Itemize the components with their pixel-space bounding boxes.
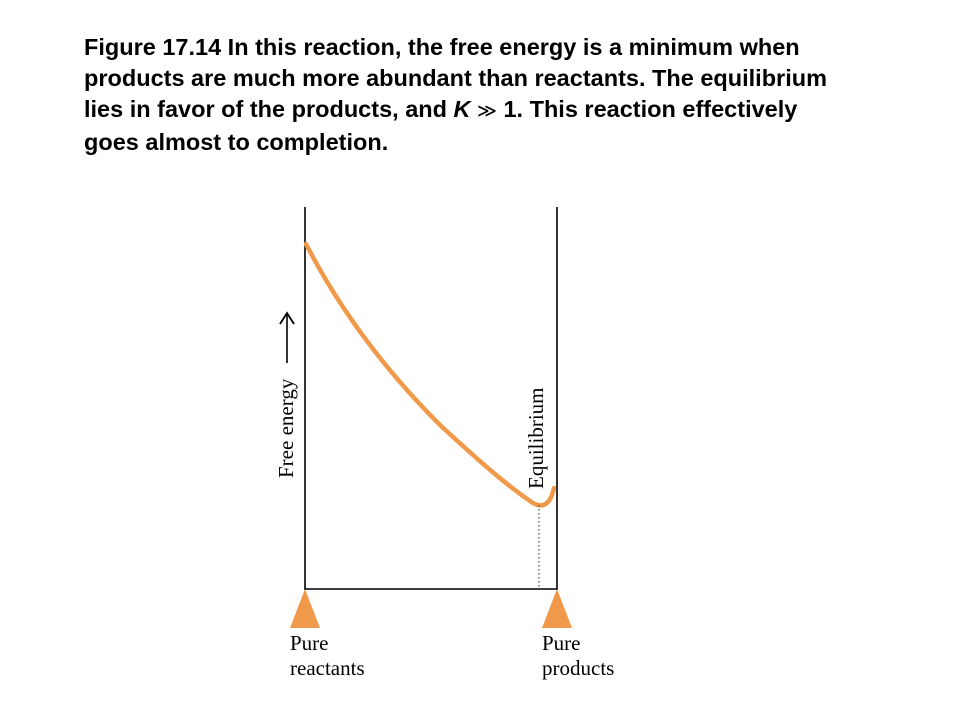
pure-products-marker-icon — [542, 589, 572, 628]
caption-k-symbol: K — [453, 96, 471, 122]
up-arrow-icon — [279, 311, 295, 363]
y-axis-label: Free energy — [274, 378, 298, 478]
pure-products-label-line2: products — [542, 656, 614, 680]
figure-caption: Figure 17.14 In this reaction, the free … — [84, 32, 844, 158]
pure-products-label-line1: Pure — [542, 631, 581, 655]
caption-much-greater-symbol: ≫ — [477, 100, 497, 122]
caption-text-1: Figure 17.14 In this reaction, the free … — [84, 34, 827, 122]
caption-text-2: 1. This reaction effectively goes almost… — [84, 96, 798, 155]
pure-reactants-marker-icon — [290, 589, 320, 628]
y-axis-label-group: Free energy — [274, 378, 298, 478]
pure-reactants-label-line2: reactants — [290, 656, 365, 680]
equilibrium-label: Equilibrium — [524, 388, 548, 490]
pure-reactants-label-line1: Pure — [290, 631, 329, 655]
free-energy-curve — [303, 241, 557, 508]
equilibrium-label-group: Equilibrium — [524, 388, 548, 490]
